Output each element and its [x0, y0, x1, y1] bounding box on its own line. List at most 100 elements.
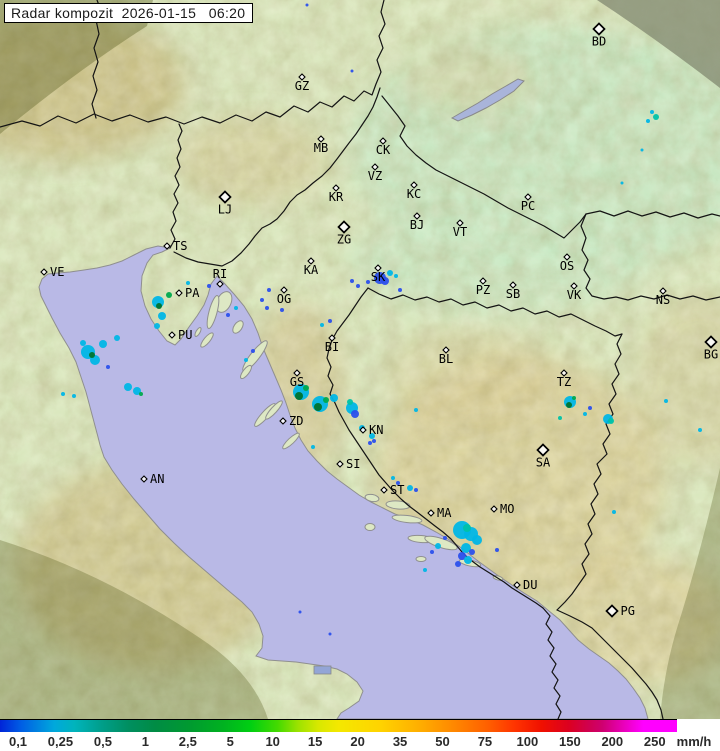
border-montenegro-serbia	[556, 609, 664, 719]
radar-echo	[646, 119, 650, 123]
city-marker-kr: KR	[329, 184, 344, 204]
city-diamond-icon	[456, 219, 464, 227]
city-diamond-icon	[524, 193, 532, 201]
radar-echo	[469, 549, 475, 555]
city-marker-zg: ZG	[337, 220, 351, 247]
city-label: CK	[376, 143, 391, 157]
radar-echo	[156, 303, 162, 309]
colorbar-endcap	[677, 719, 720, 733]
legend-scale: 0,1 0,25 0,5 1 2,5 5 10 15 20 35 50 75 100 150 200 250 m…	[0, 732, 720, 751]
city-marker-vk: VK	[567, 282, 582, 302]
radar-echo	[166, 292, 172, 298]
city-diamond-icon	[427, 509, 435, 517]
radar-echo	[588, 406, 592, 410]
city-marker-an: AN	[140, 472, 164, 486]
city-label: TZ	[557, 375, 571, 389]
radar-echo	[265, 306, 269, 310]
country-borders	[0, 0, 720, 719]
legend-unit: mm/h	[676, 734, 712, 749]
city-label: KA	[304, 263, 319, 277]
city-diamond-icon	[140, 475, 148, 483]
city-label: SK	[371, 270, 386, 284]
city-marker-ns: NS	[656, 287, 670, 307]
radar-echo	[303, 385, 309, 391]
city-label: KC	[407, 187, 421, 201]
radar-echo	[608, 418, 614, 424]
city-diamond-icon	[359, 426, 367, 434]
city-label: MA	[437, 506, 452, 520]
radar-echo	[391, 476, 395, 480]
city-label: LJ	[218, 203, 232, 217]
city-diamond-icon	[168, 331, 176, 339]
city-label: PZ	[476, 283, 490, 297]
city-diamond-icon	[371, 163, 379, 171]
city-label: VZ	[368, 169, 382, 183]
lake-varano	[313, 665, 332, 675]
radar-echo	[328, 319, 332, 323]
border-slovenia-croatia	[173, 87, 381, 267]
radar-echo	[583, 412, 587, 416]
radar-echo	[99, 340, 107, 348]
city-marker-kn: KN	[359, 423, 383, 437]
radar-echo	[350, 69, 354, 73]
city-marker-sa: SA	[536, 443, 551, 470]
legend-value: 250	[643, 734, 666, 749]
city-diamond-icon	[592, 22, 606, 36]
radar-echo	[154, 323, 160, 329]
radar-echo	[495, 548, 499, 552]
radar-echo	[260, 298, 264, 302]
legend-value: 1	[141, 734, 149, 749]
city-marker-pc: PC	[521, 193, 535, 213]
legend-value: 150	[558, 734, 581, 749]
city-label: SI	[346, 457, 360, 471]
city-diamond-icon	[293, 369, 301, 377]
legend-value: 15	[307, 734, 323, 749]
radar-echo	[572, 396, 576, 400]
city-label: GZ	[295, 79, 309, 93]
city-marker-lj: LJ	[218, 190, 232, 217]
city-label: PG	[621, 604, 635, 618]
adriatic-sea	[38, 245, 649, 719]
radar-echo	[698, 428, 702, 432]
city-marker-bl: BL	[439, 346, 453, 366]
city-label: MB	[314, 141, 328, 155]
city-diamond-icon	[570, 282, 578, 290]
city-label: BJ	[410, 218, 424, 232]
radar-echo	[394, 274, 398, 278]
border-croatia-bosnia-sava	[367, 287, 623, 337]
city-diamond-icon	[280, 286, 288, 294]
radar-echo	[664, 399, 668, 403]
city-marker-mb: MB	[314, 135, 328, 155]
city-diamond-icon	[317, 135, 325, 143]
city-marker-bg: BG	[704, 335, 718, 362]
city-marker-vt: VT	[453, 219, 467, 239]
radar-echo	[407, 485, 413, 491]
city-label: BD	[592, 35, 606, 49]
out-of-range-northeast	[597, 0, 720, 88]
city-diamond-icon	[659, 287, 667, 295]
city-marker-du: DU	[513, 578, 537, 592]
city-diamond-icon	[490, 505, 498, 513]
city-diamond-icon	[307, 257, 315, 265]
radar-echo	[139, 392, 143, 396]
city-marker-kc: KC	[407, 181, 421, 201]
city-marker-vz: VZ	[368, 163, 382, 183]
city-diamond-icon	[218, 190, 232, 204]
city-diamond-icon	[336, 460, 344, 468]
city-label: KR	[329, 190, 344, 204]
radar-echo	[106, 365, 110, 369]
city-markers: VE TS LJ KR GZ MB CK VZ KC ZG KA OG RI PA PU SK BJ VT PC OS…	[40, 22, 718, 618]
radar-echo	[89, 352, 95, 358]
city-marker-tz: TZ	[557, 369, 571, 389]
radar-echo	[244, 358, 248, 362]
city-label: BG	[704, 348, 718, 362]
out-of-range-southwest	[0, 540, 268, 719]
city-label: VT	[453, 225, 467, 239]
radar-echo	[328, 632, 332, 636]
radar-echo	[463, 524, 471, 532]
legend-value: 50	[435, 734, 450, 749]
city-marker-ka: KA	[304, 257, 319, 277]
city-label: PA	[185, 286, 200, 300]
legend-value: 20	[350, 734, 365, 749]
